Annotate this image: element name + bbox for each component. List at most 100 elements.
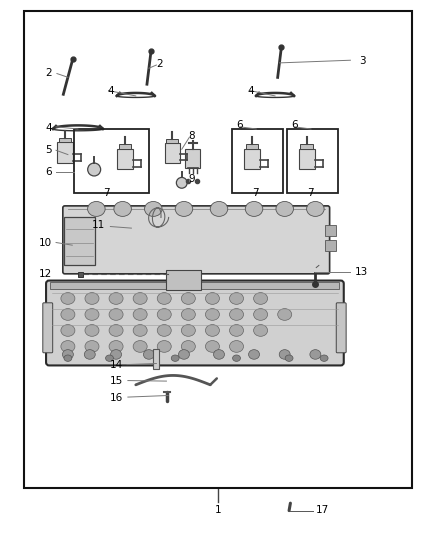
Ellipse shape	[114, 201, 131, 216]
Ellipse shape	[61, 293, 75, 304]
Ellipse shape	[205, 309, 219, 320]
Text: 7: 7	[103, 188, 110, 198]
Ellipse shape	[279, 350, 290, 359]
Bar	[232, 129, 283, 193]
Ellipse shape	[205, 325, 219, 336]
Ellipse shape	[310, 350, 321, 359]
Ellipse shape	[85, 293, 99, 304]
Bar	[119, 144, 131, 149]
Ellipse shape	[157, 341, 171, 352]
Text: 14: 14	[110, 360, 123, 369]
Ellipse shape	[178, 350, 189, 359]
Ellipse shape	[61, 325, 75, 336]
Text: 10: 10	[39, 238, 52, 247]
Ellipse shape	[88, 163, 101, 176]
Bar	[244, 149, 260, 169]
Ellipse shape	[210, 201, 228, 216]
Ellipse shape	[177, 177, 187, 188]
Ellipse shape	[110, 350, 121, 359]
Ellipse shape	[254, 293, 268, 304]
Ellipse shape	[230, 293, 244, 304]
Text: 12: 12	[39, 270, 52, 279]
Text: 6: 6	[45, 167, 52, 176]
Text: 6: 6	[237, 120, 244, 130]
Ellipse shape	[157, 325, 171, 336]
Ellipse shape	[205, 293, 219, 304]
Ellipse shape	[230, 325, 244, 336]
Ellipse shape	[157, 309, 171, 320]
Bar	[166, 139, 178, 143]
Ellipse shape	[214, 350, 224, 359]
Text: 16: 16	[110, 393, 123, 402]
Ellipse shape	[133, 293, 147, 304]
Text: 7: 7	[252, 188, 259, 198]
Ellipse shape	[320, 355, 328, 361]
Ellipse shape	[85, 325, 99, 336]
Bar	[117, 149, 133, 169]
Text: 3: 3	[359, 56, 366, 66]
Bar	[59, 138, 71, 142]
Bar	[287, 129, 338, 193]
Ellipse shape	[230, 341, 244, 352]
Ellipse shape	[85, 341, 99, 352]
Bar	[165, 143, 180, 163]
Ellipse shape	[157, 293, 171, 304]
Ellipse shape	[88, 201, 105, 216]
Text: 4: 4	[107, 86, 114, 95]
Ellipse shape	[109, 325, 123, 336]
Text: 4: 4	[247, 86, 254, 95]
FancyBboxPatch shape	[63, 206, 330, 274]
Bar	[246, 144, 258, 149]
Text: 2: 2	[156, 59, 163, 69]
Ellipse shape	[133, 325, 147, 336]
Bar	[299, 149, 314, 169]
Ellipse shape	[307, 201, 324, 216]
Ellipse shape	[133, 341, 147, 352]
Ellipse shape	[109, 309, 123, 320]
Ellipse shape	[106, 355, 113, 361]
Bar	[166, 270, 201, 290]
Ellipse shape	[175, 201, 193, 216]
FancyBboxPatch shape	[46, 280, 344, 366]
Text: 11: 11	[92, 220, 105, 230]
Ellipse shape	[276, 201, 293, 216]
Ellipse shape	[171, 355, 179, 361]
Bar	[64, 217, 95, 265]
Bar	[57, 142, 73, 163]
Ellipse shape	[181, 325, 195, 336]
Ellipse shape	[84, 350, 95, 359]
Ellipse shape	[85, 309, 99, 320]
Text: 13: 13	[355, 267, 368, 277]
Ellipse shape	[109, 293, 123, 304]
Text: 7: 7	[307, 188, 314, 198]
Ellipse shape	[64, 355, 72, 361]
Ellipse shape	[230, 309, 244, 320]
Ellipse shape	[61, 341, 75, 352]
Ellipse shape	[181, 341, 195, 352]
Ellipse shape	[109, 341, 123, 352]
Ellipse shape	[62, 350, 73, 359]
Text: 4: 4	[45, 123, 52, 133]
Text: 8: 8	[188, 131, 195, 141]
Ellipse shape	[61, 309, 75, 320]
Text: 5: 5	[45, 146, 52, 155]
Ellipse shape	[278, 309, 292, 320]
Ellipse shape	[245, 201, 263, 216]
Ellipse shape	[181, 309, 195, 320]
Bar	[50, 282, 339, 289]
Ellipse shape	[254, 325, 268, 336]
FancyBboxPatch shape	[336, 303, 346, 353]
Ellipse shape	[285, 355, 293, 361]
Ellipse shape	[144, 350, 154, 359]
FancyBboxPatch shape	[43, 303, 53, 353]
Bar	[78, 272, 83, 277]
Bar	[24, 11, 412, 488]
Ellipse shape	[205, 341, 219, 352]
Text: 17: 17	[315, 505, 328, 514]
Bar	[325, 225, 336, 236]
Ellipse shape	[145, 201, 162, 216]
Text: 9: 9	[188, 174, 195, 183]
Text: 2: 2	[45, 68, 52, 78]
Text: 6: 6	[291, 120, 298, 130]
Ellipse shape	[254, 309, 268, 320]
